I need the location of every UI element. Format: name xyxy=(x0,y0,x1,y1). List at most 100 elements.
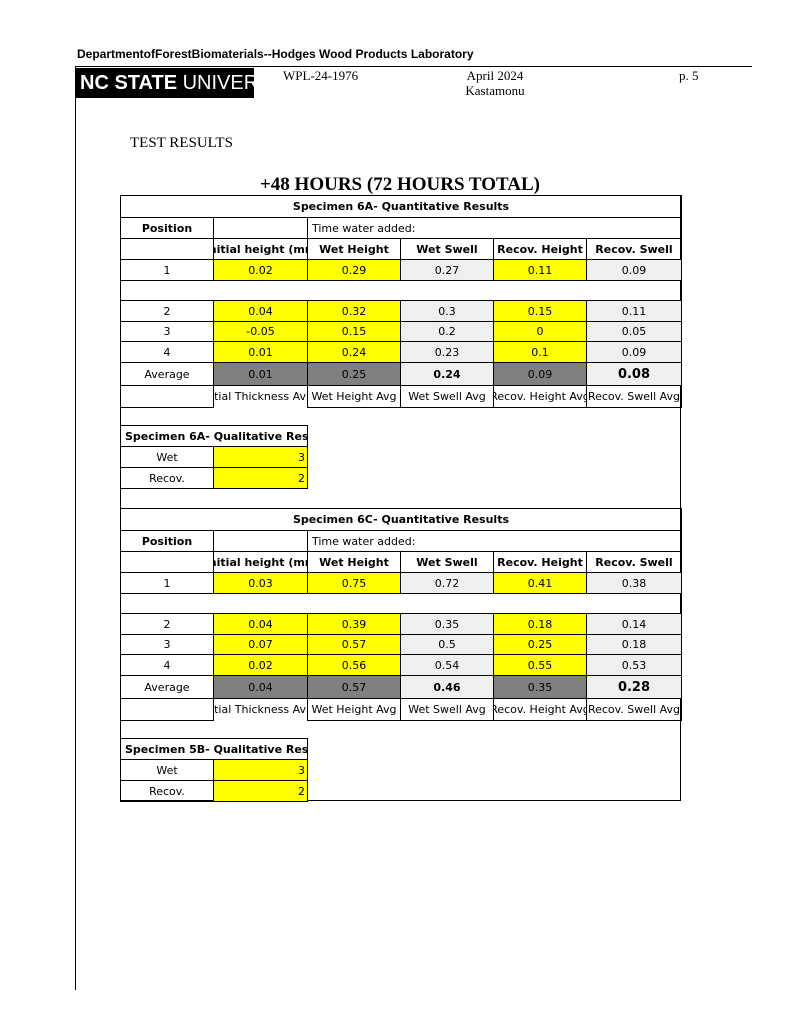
data-cell: 0.72 xyxy=(400,572,494,594)
data-cell: 0.1 xyxy=(493,341,587,363)
data-cell: 0.5 xyxy=(400,634,494,655)
column-header: Wet Swell xyxy=(400,238,494,260)
data-cell: 0.54 xyxy=(400,654,494,676)
empty-cell xyxy=(120,238,214,260)
qualitative-label: Wet xyxy=(120,446,214,468)
header-rule xyxy=(75,66,752,67)
data-cell: 0.56 xyxy=(307,654,401,676)
data-cell: 0.14 xyxy=(586,613,682,635)
data-cell: 0.55 xyxy=(493,654,587,676)
data-cell: 2 xyxy=(120,613,214,635)
average-label: Wet Swell Avg xyxy=(400,385,494,408)
empty-cell xyxy=(213,217,308,239)
spacer-row xyxy=(120,280,682,301)
average-label: Recov. Height Avg xyxy=(493,698,587,721)
average-label: Average xyxy=(120,675,214,699)
data-cell: 0.05 xyxy=(586,321,682,342)
data-cell: 1 xyxy=(120,572,214,594)
qualitative-label: Recov. xyxy=(120,467,214,489)
average-cell: 0.57 xyxy=(307,675,401,699)
data-cell: 1 xyxy=(120,259,214,281)
report-number: WPL-24-1976 xyxy=(283,68,359,83)
empty-cell xyxy=(213,530,308,552)
column-header: Initial height (mm xyxy=(213,238,308,260)
average-cell: 0.01 xyxy=(213,362,308,386)
data-cell: 0.41 xyxy=(493,572,587,594)
data-cell: 0.07 xyxy=(213,634,308,655)
data-cell: 0.15 xyxy=(307,321,401,342)
data-cell: 0.11 xyxy=(586,300,682,322)
data-cell: 0.04 xyxy=(213,300,308,322)
column-header: Wet Swell xyxy=(400,551,494,573)
average-label: Wet Swell Avg xyxy=(400,698,494,721)
column-header: Recov. Swell xyxy=(586,551,682,573)
data-cell: 0.24 xyxy=(307,341,401,363)
data-cell: 0.18 xyxy=(586,634,682,655)
average-cell: 0.35 xyxy=(493,675,587,699)
empty-cell xyxy=(120,385,214,408)
data-cell: 0.27 xyxy=(400,259,494,281)
results-subtitle: +48 HOURS (72 HOURS TOTAL) xyxy=(259,174,541,195)
average-label: Initial Thickness Av xyxy=(213,703,306,716)
data-cell: 3 xyxy=(120,634,214,655)
average-cell: 0.08 xyxy=(586,362,682,386)
average-cell: 0.04 xyxy=(213,675,308,699)
average-label: Recov. Height Avg xyxy=(493,385,587,408)
data-cell: 0.75 xyxy=(307,572,401,594)
ncstate-logo: NC STATE UNIVERSITY xyxy=(76,68,254,98)
data-cell: 0.57 xyxy=(307,634,401,655)
average-label: Wet Height Avg xyxy=(307,385,401,408)
data-cell: 0.15 xyxy=(493,300,587,322)
empty-cell xyxy=(120,551,214,573)
data-cell: 0.01 xyxy=(213,341,308,363)
spacer-row xyxy=(120,593,682,614)
qualitative-label: Wet xyxy=(120,759,214,781)
position-header: Position xyxy=(120,217,214,239)
position-header: Position xyxy=(120,530,214,552)
data-cell: 0.09 xyxy=(586,259,682,281)
average-label: Recov. Swell Avg xyxy=(586,385,682,408)
average-cell: 0.46 xyxy=(400,675,494,699)
data-cell: 0.02 xyxy=(213,259,308,281)
data-cell: 0.35 xyxy=(400,613,494,635)
data-cell: 0.32 xyxy=(307,300,401,322)
average-cell: 0.25 xyxy=(307,362,401,386)
qualitative-score: 3 xyxy=(213,446,308,468)
column-header: Recov. Height xyxy=(493,238,587,260)
column-header: Initial height (mm xyxy=(213,551,308,573)
data-cell: 0.04 xyxy=(213,613,308,635)
column-header: Wet Height xyxy=(307,238,401,260)
report-location: Kastamonu xyxy=(465,83,525,98)
data-cell: 0.38 xyxy=(586,572,682,594)
data-cell: 0.53 xyxy=(586,654,682,676)
column-header: Recov. Height xyxy=(493,551,587,573)
data-cell: 0.25 xyxy=(493,634,587,655)
average-label: Wet Height Avg xyxy=(307,698,401,721)
qualitative-score: 2 xyxy=(213,780,308,802)
qualitative-score: 2 xyxy=(213,467,308,489)
data-cell: 0.09 xyxy=(586,341,682,363)
column-header: Recov. Swell xyxy=(586,238,682,260)
data-cell: 0.3 xyxy=(400,300,494,322)
data-cell: 0 xyxy=(493,321,587,342)
average-label: Initial Thickness Av xyxy=(213,390,306,403)
qualitative-title: Specimen 5B- Qualitative Result xyxy=(120,738,308,760)
data-cell: -0.05 xyxy=(213,321,308,342)
average-cell: 0.09 xyxy=(493,362,587,386)
average-cell: 0.24 xyxy=(400,362,494,386)
data-cell: 0.23 xyxy=(400,341,494,363)
data-cell: 0.18 xyxy=(493,613,587,635)
time-water-added-label: Time water added: xyxy=(307,217,682,239)
empty-cell xyxy=(120,698,214,721)
table-title: Specimen 6A- Quantitative Results xyxy=(120,195,682,218)
margin-rule xyxy=(75,66,76,990)
data-cell: 0.11 xyxy=(493,259,587,281)
qualitative-label: Recov. xyxy=(120,780,214,802)
data-cell: 0.02 xyxy=(213,654,308,676)
data-cell: 4 xyxy=(120,654,214,676)
data-cell: 4 xyxy=(120,341,214,363)
time-water-added-label: Time water added: xyxy=(307,530,682,552)
report-date: April 2024 xyxy=(466,68,524,83)
average-label: Average xyxy=(120,362,214,386)
